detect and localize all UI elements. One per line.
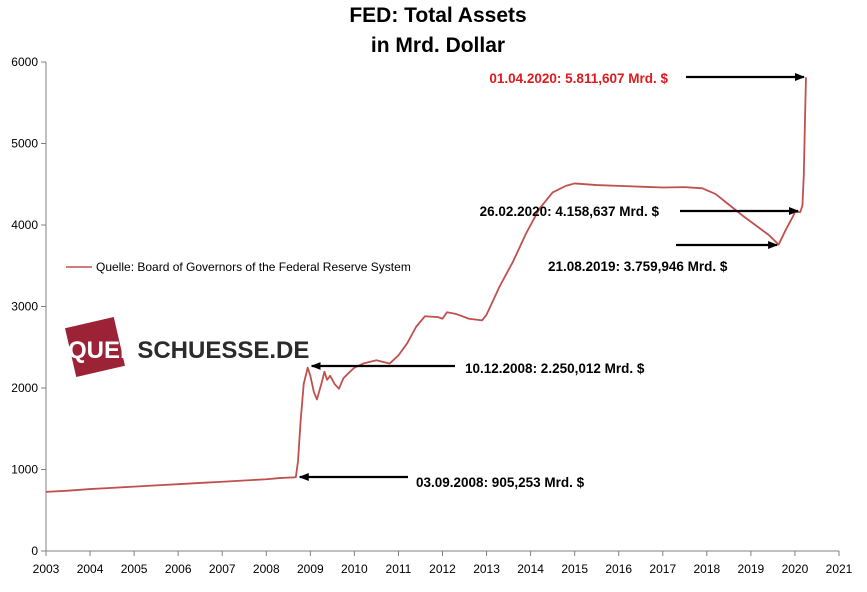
x-tick-label: 2008 <box>253 562 280 576</box>
y-tick-label: 0 <box>31 544 38 558</box>
annotation-label: 26.02.2020: 4.158,637 Mrd. $ <box>480 204 660 219</box>
y-tick-label: 4000 <box>11 218 38 232</box>
y-axis-ticks: 0 1000 2000 3000 4000 5000 6000 <box>11 55 46 558</box>
x-tick-label: 2011 <box>386 562 412 576</box>
chart-title-line2: in Mrd. Dollar <box>371 34 505 57</box>
x-tick-label: 2010 <box>341 562 368 576</box>
x-tick-label: 2016 <box>605 562 632 576</box>
x-tick-label: 2021 <box>826 562 853 576</box>
y-tick-label: 2000 <box>11 381 38 395</box>
x-tick-label: 2015 <box>561 562 588 576</box>
x-tick-label: 2018 <box>693 562 720 576</box>
annotation-label: 01.04.2020: 5.811,607 Mrd. $ <box>489 71 668 86</box>
legend-label: Quelle: Board of Governors of the Federa… <box>96 260 411 274</box>
chart-title-line1: FED: Total Assets <box>349 4 526 27</box>
annotation-label: 03.09.2008: 905,253 Mrd. $ <box>416 475 585 490</box>
querschuesse-logo: QUERSCHUESSE.DE <box>65 317 309 377</box>
y-tick-label: 6000 <box>11 55 38 69</box>
y-tick-label: 5000 <box>11 137 38 151</box>
x-tick-label: 2006 <box>165 562 192 576</box>
logo-mark <box>65 317 125 377</box>
series-group <box>45 77 807 493</box>
x-tick-label: 2019 <box>738 562 765 576</box>
legend: Quelle: Board of Governors of the Federa… <box>66 260 411 274</box>
x-tick-label: 2004 <box>77 562 104 576</box>
annotation-label: 10.12.2008: 2.250,012 Mrd. $ <box>465 361 645 376</box>
x-tick-label: 2013 <box>473 562 500 576</box>
x-tick-label: 2012 <box>429 562 456 576</box>
x-tick-label: 2020 <box>782 562 809 576</box>
y-tick-label: 1000 <box>11 463 38 477</box>
x-tick-label: 2017 <box>649 562 676 576</box>
y-tick-label: 3000 <box>11 300 38 314</box>
x-tick-label: 2003 <box>33 562 60 576</box>
logo-text: QUERSCHUESSE.DE <box>68 337 309 364</box>
series-line-0 <box>45 77 807 493</box>
x-axis-ticks: 2003 2004 2005 2006 2007 2008 2009 2010 2011 2012… <box>33 551 853 576</box>
annotations: 01.04.2020: 5.811,607 Mrd. $ 26.02.2020: … <box>298 71 805 490</box>
x-tick-label: 2007 <box>209 562 236 576</box>
x-tick-label: 2014 <box>517 562 544 576</box>
annotation-label: 21.08.2019: 3.759,946 Mrd. $ <box>548 259 728 274</box>
x-tick-label: 2009 <box>297 562 324 576</box>
x-tick-label: 2005 <box>121 562 148 576</box>
